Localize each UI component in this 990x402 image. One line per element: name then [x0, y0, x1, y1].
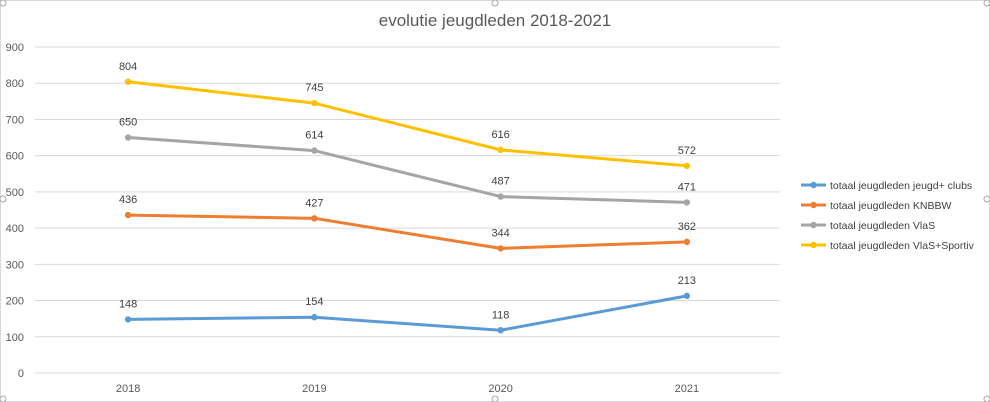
data-label: 745: [305, 82, 323, 94]
legend-entry: totaal jeugdleden KNBBW: [830, 200, 951, 212]
y-tick-label: 800: [6, 78, 24, 90]
data-label: 471: [678, 181, 696, 193]
data-label: 154: [305, 296, 323, 308]
y-tick-label: 300: [6, 259, 24, 271]
gridlines: [35, 46, 780, 374]
data-point: [124, 134, 132, 141]
data-label: 118: [492, 309, 510, 321]
y-tick-label: 100: [6, 332, 24, 344]
resize-handle: [0, 395, 7, 402]
data-label: 362: [678, 221, 696, 233]
x-tick-label: 2018: [116, 383, 140, 395]
data-point: [683, 292, 691, 300]
series-line-2: [126, 136, 689, 204]
y-axis-ticks: 0 100 200 300 400 500 600 700 800 900: [6, 42, 24, 380]
data-point: [311, 147, 318, 154]
data-label: 616: [491, 129, 509, 141]
resize-handle: [491, 395, 499, 402]
resize-handle: [983, 0, 990, 7]
legend-entry: totaal jeugdleden VlaS: [830, 220, 935, 232]
y-tick-label: 500: [6, 187, 24, 199]
data-label: 148: [119, 298, 137, 310]
data-point: [124, 78, 132, 85]
legend-marker-3: [810, 241, 817, 249]
chart-title: evolutie jeugdleden 2018-2021: [379, 11, 612, 30]
resize-handle: [983, 395, 990, 402]
x-tick-label: 2020: [488, 383, 512, 395]
resize-handle: [0, 195, 7, 203]
data-point: [497, 327, 504, 334]
resize-handle: [0, 0, 7, 7]
data-point: [311, 99, 318, 107]
series-line-1: [126, 213, 689, 250]
data-label: 650: [119, 117, 137, 129]
x-tick-label: 2021: [675, 383, 699, 395]
data-point: [497, 245, 504, 252]
resize-handle: [491, 0, 499, 7]
series-line-0: [126, 294, 689, 332]
series-line-3: [126, 80, 689, 168]
data-point: [683, 199, 691, 206]
y-tick-label: 900: [6, 42, 24, 54]
legend-marker-2: [810, 221, 817, 229]
data-label: 436: [119, 194, 137, 206]
legend-marker-0: [810, 181, 817, 189]
data-point: [124, 211, 132, 219]
data-label: 572: [678, 145, 696, 157]
legend-entry: totaal jeugdleden VlaS+Sportiv: [830, 240, 975, 252]
data-point: [497, 146, 504, 154]
data-label: 344: [491, 227, 509, 239]
legend: totaal jeugdleden jeugd+ clubs totaal jeu…: [801, 180, 975, 252]
x-axis-ticks: 2018 2019 2020 2021: [116, 383, 699, 395]
y-tick-label: 200: [6, 296, 24, 308]
data-point: [311, 215, 318, 222]
x-tick-label: 2019: [302, 383, 326, 395]
data-label: 213: [678, 275, 696, 287]
data-label: 487: [491, 176, 509, 188]
y-tick-label: 700: [6, 114, 24, 126]
data-point: [124, 316, 132, 323]
y-tick-label: 600: [6, 151, 24, 163]
legend-marker-1: [810, 201, 817, 209]
data-point: [311, 314, 318, 321]
y-tick-label: 0: [18, 368, 24, 380]
data-label: 804: [119, 61, 137, 73]
resize-handle: [983, 195, 990, 203]
data-labels: 148 154 118 213 436 427 344 362 650 614 487 471 804 7…: [119, 61, 696, 321]
data-point: [683, 238, 691, 246]
data-point: [497, 193, 504, 200]
data-label: 614: [305, 130, 323, 142]
data-point: [683, 162, 691, 170]
y-tick-label: 400: [6, 223, 24, 235]
series-lines: [124, 78, 691, 334]
data-label: 427: [305, 197, 323, 209]
legend-entry: totaal jeugdleden jeugd+ clubs: [830, 180, 972, 192]
